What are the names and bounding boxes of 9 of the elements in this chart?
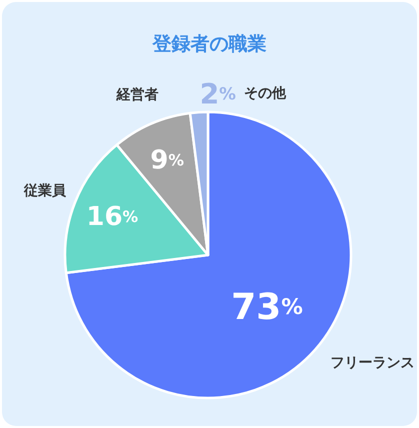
data-label: 73% xyxy=(231,286,303,328)
slice-label: その他 xyxy=(244,86,288,102)
chart-title: 登録者の職業 xyxy=(152,33,266,55)
slice-label: 従業員 xyxy=(22,182,67,199)
data-label: 16% xyxy=(86,202,139,232)
data-label: 2% xyxy=(200,77,236,110)
slice-label: 経営者 xyxy=(116,86,159,103)
data-label: 9% xyxy=(150,146,184,176)
slice-label: フリーランス xyxy=(330,354,414,371)
